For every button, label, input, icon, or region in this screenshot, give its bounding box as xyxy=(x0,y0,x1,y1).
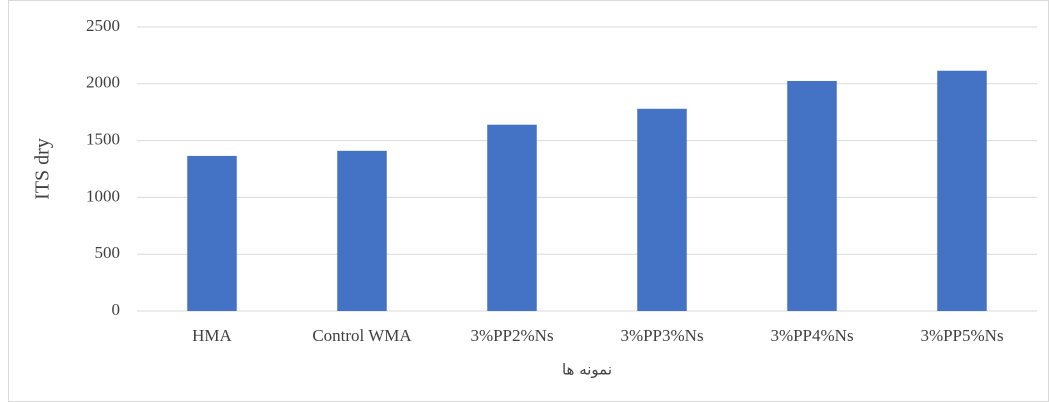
x-tick-label: 3%PP4%Ns xyxy=(770,326,853,345)
x-tick-label: Control WMA xyxy=(312,326,412,345)
x-tick-label: HMA xyxy=(192,326,232,345)
y-tick-label: 500 xyxy=(95,243,121,262)
bar xyxy=(637,108,687,312)
bar xyxy=(487,124,537,311)
x-tick-label: 3%PP5%Ns xyxy=(920,326,1003,345)
y-tick-label: 1000 xyxy=(86,186,120,205)
x-tick-label: 3%PP3%Ns xyxy=(620,326,703,345)
bar xyxy=(937,70,987,312)
y-tick-label: 2500 xyxy=(86,16,120,35)
x-axis-label: نمونه ها xyxy=(562,361,612,379)
y-tick-label: 2000 xyxy=(86,73,120,92)
bar xyxy=(787,80,837,312)
y-tick-label: 1500 xyxy=(86,130,120,149)
bar xyxy=(187,155,237,311)
bar xyxy=(337,150,387,311)
y-axis-label: ITS dry xyxy=(32,138,54,200)
y-tick-label: 0 xyxy=(112,300,121,319)
x-tick-label: 3%PP2%Ns xyxy=(470,326,553,345)
